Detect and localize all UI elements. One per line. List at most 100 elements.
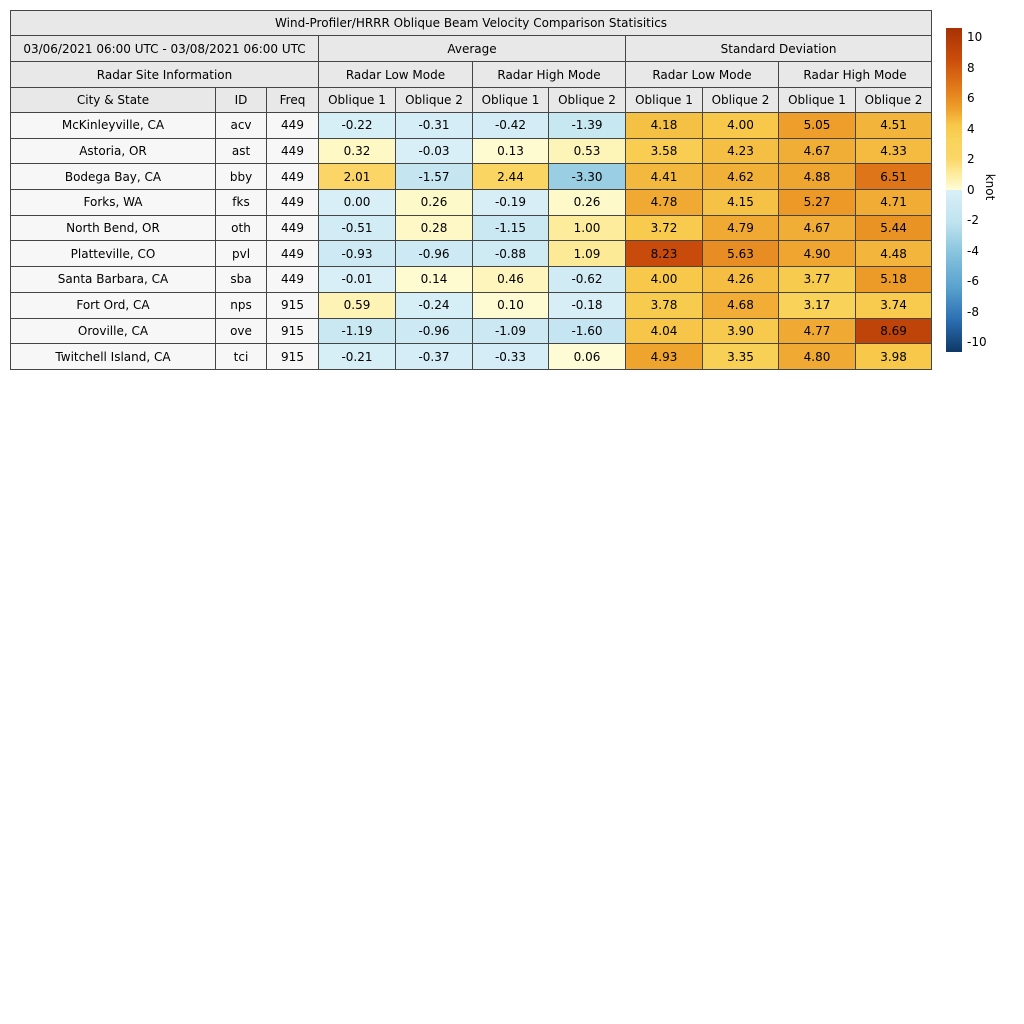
city-cell: Astoria, OR: [10, 137, 216, 165]
value-cell: 4.67: [778, 137, 856, 165]
value-cell: 0.46: [472, 266, 549, 293]
value-cell: -0.33: [472, 343, 549, 370]
value-cell: 3.77: [778, 266, 856, 293]
id-cell: pvl: [215, 240, 267, 268]
colorbar-tick-label: 4: [967, 121, 975, 136]
id-cell: nps: [215, 291, 267, 319]
freq-cell: 449: [266, 240, 319, 268]
city-cell: Bodega Bay, CA: [10, 163, 216, 191]
freq-cell: 915: [266, 317, 319, 345]
value-cell: 0.06: [548, 343, 626, 370]
freq-cell: 915: [266, 343, 319, 370]
value-cell: -1.15: [472, 214, 549, 242]
colorbar-tick-label: 6: [967, 91, 975, 105]
value-cell: 5.27: [778, 189, 856, 216]
col-header-oblique2-std-low: Oblique 2: [702, 87, 779, 113]
col-header-freq: Freq: [266, 87, 319, 113]
value-cell: -0.31: [395, 112, 473, 139]
freq-cell: 449: [266, 266, 319, 293]
city-cell: Twitchell Island, CA: [10, 343, 216, 370]
colorbar-tick-label: 8: [967, 60, 975, 75]
city-cell: Fort Ord, CA: [10, 291, 216, 319]
value-cell: 4.18: [625, 112, 703, 139]
freq-cell: 449: [266, 112, 319, 139]
col-header-oblique1-avg-high: Oblique 1: [472, 87, 549, 113]
colorbar-unit-label: knot: [983, 173, 997, 201]
table-row: Santa Barbara, CA sba 449 -0.01 0.14 0.46 -0.6…: [10, 266, 933, 293]
value-cell: 3.90: [702, 317, 779, 345]
value-cell: 0.26: [395, 189, 473, 216]
table-row: North Bend, OR oth 449 -0.51 0.28 -1.15 1.00 3.…: [10, 214, 933, 242]
freq-cell: 449: [266, 137, 319, 165]
city-cell: Platteville, CO: [10, 240, 216, 268]
col-header-oblique2-avg-low: Oblique 2: [395, 87, 473, 113]
value-cell: 3.98: [854, 343, 933, 370]
stats-table: Wind-Profiler/HRRR Oblique Beam Velocity…: [9, 10, 933, 370]
col-header-id: ID: [215, 87, 267, 113]
value-cell: -0.42: [472, 112, 549, 139]
value-cell: 3.74: [854, 291, 933, 319]
value-cell: -0.03: [395, 137, 473, 165]
value-cell: 4.26: [702, 266, 779, 293]
id-cell: bby: [215, 163, 267, 191]
value-cell: 0.14: [395, 266, 473, 293]
col-header-oblique1-avg-low: Oblique 1: [318, 87, 396, 113]
value-cell: -0.37: [395, 343, 473, 370]
value-cell: 4.23: [702, 137, 779, 165]
col-header-oblique2-std-high: Oblique 2: [854, 87, 933, 113]
colorbar-tick-label: -2: [967, 213, 979, 227]
colorbar-tick-label: -6: [967, 274, 979, 288]
group-header-std-high-mode: Radar High Mode: [777, 61, 933, 88]
table-title: Wind-Profiler/HRRR Oblique Beam Velocity…: [9, 10, 933, 36]
value-cell: 1.09: [548, 240, 626, 268]
value-cell: 4.04: [625, 317, 703, 345]
value-cell: 3.35: [702, 343, 779, 370]
freq-cell: 449: [266, 189, 319, 216]
freq-cell: 449: [266, 163, 319, 191]
value-cell: 0.28: [395, 214, 473, 242]
date-range: 03/06/2021 06:00 UTC - 03/08/2021 06:00 …: [10, 35, 319, 62]
value-cell: 6.51: [854, 163, 933, 191]
value-cell: 0.59: [318, 291, 396, 319]
group-header-avg-high-mode: Radar High Mode: [472, 61, 626, 88]
value-cell: 4.00: [702, 112, 779, 139]
table-row: McKinleyville, CA acv 449 -0.22 -0.31 -0.42 -1…: [10, 112, 933, 139]
value-cell: -0.51: [318, 214, 396, 242]
value-cell: 4.48: [854, 240, 933, 268]
value-cell: 0.53: [548, 137, 626, 165]
value-cell: 3.72: [625, 214, 703, 242]
colorbar-tick-label: -10: [967, 335, 987, 349]
value-cell: 5.18: [854, 266, 933, 293]
value-cell: 2.01: [318, 163, 396, 191]
value-cell: 5.44: [854, 214, 933, 242]
value-cell: 4.77: [778, 317, 856, 345]
table-row: Forks, WA fks 449 0.00 0.26 -0.19 0.26 4.78 4.15…: [10, 189, 933, 216]
value-cell: 3.17: [778, 291, 856, 319]
value-cell: -0.62: [548, 266, 626, 293]
value-cell: 0.13: [472, 137, 549, 165]
id-cell: oth: [215, 214, 267, 242]
value-cell: 5.05: [778, 112, 856, 139]
value-cell: -1.39: [548, 112, 626, 139]
value-cell: -0.22: [318, 112, 396, 139]
value-cell: -0.93: [318, 240, 396, 268]
col-header-oblique2-avg-high: Oblique 2: [548, 87, 626, 113]
value-cell: 4.00: [625, 266, 703, 293]
colorbar-tick-label: -8: [967, 304, 979, 319]
value-cell: -1.19: [318, 317, 396, 345]
value-cell: -0.24: [395, 291, 473, 319]
value-cell: 4.67: [778, 214, 856, 242]
colorbar-tick-label: 2: [967, 152, 975, 166]
value-cell: 4.51: [854, 112, 933, 139]
value-cell: 4.15: [702, 189, 779, 216]
colorbar-tick-label: -4: [967, 243, 979, 258]
id-cell: tci: [215, 343, 267, 370]
value-cell: 4.78: [625, 189, 703, 216]
table-row: Platteville, CO pvl 449 -0.93 -0.96 -0.88 1.09…: [10, 240, 933, 268]
group-header-std-low-mode: Radar Low Mode: [625, 61, 779, 88]
table-row: Twitchell Island, CA tci 915 -0.21 -0.37 -0.3…: [10, 343, 933, 370]
value-cell: 4.71: [854, 189, 933, 216]
table-row: Astoria, OR ast 449 0.32 -0.03 0.13 0.53 3.58 4.…: [10, 137, 933, 165]
value-cell: 5.63: [702, 240, 779, 268]
value-cell: -1.09: [472, 317, 549, 345]
